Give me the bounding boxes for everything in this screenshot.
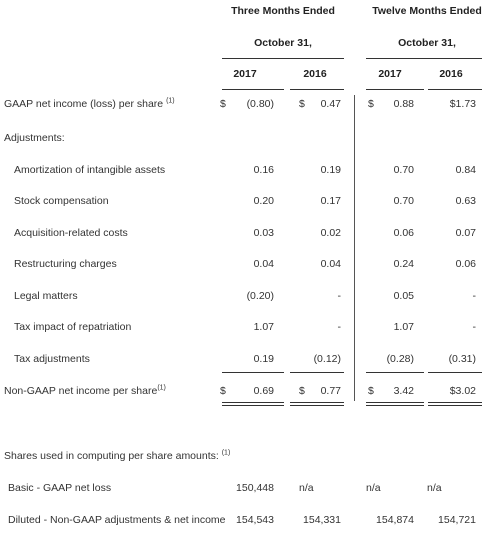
- gaap-value: (0.80): [246, 98, 274, 110]
- cell-value: n/a: [366, 482, 381, 494]
- row-label: Amortization of intangible assets: [14, 164, 166, 176]
- currency-symbol: $: [368, 98, 374, 110]
- total-double-rule: [222, 402, 284, 406]
- cell-value: 0.24: [393, 258, 414, 270]
- non-gaap-value: 0.69: [253, 385, 274, 397]
- twelve-months-header: Twelve Months Ended: [372, 5, 482, 17]
- three-months-header: Three Months Ended: [231, 5, 335, 17]
- cell-value: 0.03: [253, 227, 274, 239]
- cell-value: -: [337, 290, 342, 302]
- cell-value: -: [472, 290, 477, 302]
- cell-value: 0.05: [393, 290, 414, 302]
- header-rule-right: [366, 58, 482, 59]
- row-label: Legal matters: [14, 290, 78, 302]
- cell-value: 0.84: [455, 164, 476, 176]
- year-rule: [290, 89, 344, 90]
- total-double-rule: [290, 402, 344, 406]
- subtotal-rule: [222, 372, 284, 373]
- cell-value: 154,543: [236, 514, 274, 526]
- cell-value: 0.07: [455, 227, 476, 239]
- subtotal-rule: [366, 372, 424, 373]
- subtotal-rule: [290, 372, 344, 373]
- year-rule: [428, 89, 482, 90]
- currency-symbol: $: [299, 98, 305, 110]
- total-double-rule: [428, 402, 482, 406]
- footnote-marker: (1): [157, 384, 166, 392]
- cell-value: 0.70: [393, 195, 414, 207]
- year-rule: [222, 89, 284, 90]
- cell-value: 0.06: [455, 258, 476, 270]
- currency-symbol: $: [220, 98, 226, 110]
- cell-value: 0.17: [320, 195, 341, 207]
- footnote-marker: (1): [166, 97, 175, 105]
- row-label: Stock compensation: [14, 195, 109, 207]
- period-end-right: October 31,: [398, 37, 456, 49]
- row-label: Tax adjustments: [14, 353, 90, 365]
- cell-value: 154,874: [376, 514, 414, 526]
- cell-value: 0.04: [320, 258, 341, 270]
- shares-label: Shares used in computing per share amoun…: [4, 449, 231, 463]
- cell-value: -: [472, 321, 477, 333]
- currency-symbol: $: [220, 385, 226, 397]
- cell-value: 0.63: [455, 195, 476, 207]
- cell-value: 0.02: [320, 227, 341, 239]
- cell-value: 1.07: [393, 321, 414, 333]
- row-label: Basic - GAAP net loss: [8, 482, 112, 494]
- row-label: Restructuring charges: [14, 258, 117, 270]
- cell-value: 150,448: [236, 482, 274, 494]
- cell-value: 0.19: [253, 353, 274, 365]
- total-double-rule: [366, 402, 424, 406]
- header-rule-left: [222, 58, 344, 59]
- footnote-marker: (1): [221, 449, 231, 457]
- cell-value: (0.28): [386, 353, 414, 365]
- row-label: Acquisition-related costs: [14, 227, 128, 239]
- subtotal-rule: [428, 372, 482, 373]
- gaap-value: $1.73: [449, 98, 476, 110]
- gaap-row-label: GAAP net income (loss) per share (1): [4, 97, 175, 111]
- cell-value: (0.20): [246, 290, 274, 302]
- gaap-value: 0.88: [393, 98, 414, 110]
- cell-value: 0.16: [253, 164, 274, 176]
- period-end-left: October 31,: [254, 37, 312, 49]
- cell-value: n/a: [427, 482, 442, 494]
- cell-value: 0.20: [253, 195, 274, 207]
- year-rule: [366, 89, 424, 90]
- cell-value: 1.07: [253, 321, 274, 333]
- cell-value: -: [337, 321, 342, 333]
- year-header: 2016: [303, 68, 327, 80]
- cell-value: n/a: [299, 482, 314, 494]
- non-gaap-value: 3.42: [393, 385, 414, 397]
- currency-symbol: $: [368, 385, 374, 397]
- cell-value: 154,721: [438, 514, 476, 526]
- gaap-value: 0.47: [320, 98, 341, 110]
- cell-value: (0.12): [313, 353, 341, 365]
- cell-value: 0.06: [393, 227, 414, 239]
- cell-value: 0.70: [393, 164, 414, 176]
- year-header: 2017: [378, 68, 402, 80]
- row-label: Diluted - Non-GAAP adjustments & net inc…: [8, 514, 226, 526]
- non-gaap-value: $3.02: [449, 385, 476, 397]
- cell-value: (0.31): [448, 353, 476, 365]
- adjustments-label: Adjustments:: [4, 132, 65, 144]
- non-gaap-value: 0.77: [320, 385, 341, 397]
- cell-value: 0.04: [253, 258, 274, 270]
- cell-value: 0.19: [320, 164, 341, 176]
- year-header: 2016: [439, 68, 463, 80]
- column-separator: [354, 95, 355, 401]
- cell-value: 154,331: [303, 514, 341, 526]
- currency-symbol: $: [299, 385, 305, 397]
- non-gaap-row-label: Non-GAAP net income per share(1): [4, 384, 166, 398]
- year-header: 2017: [233, 68, 257, 80]
- row-label: Tax impact of repatriation: [14, 321, 132, 333]
